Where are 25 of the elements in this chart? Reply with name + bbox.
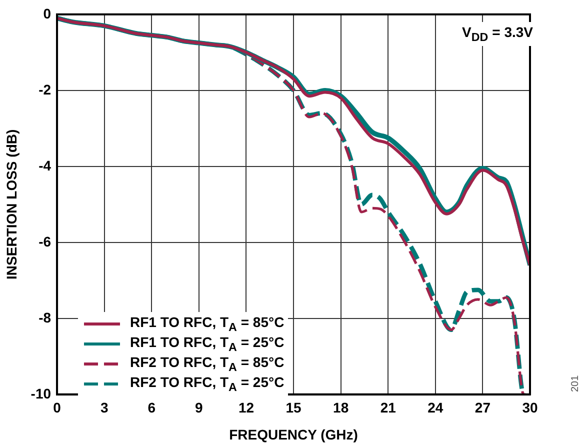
- x-tick-label: 24: [428, 400, 444, 416]
- legend-label: RF1 TO RFC, T$_{A}$ = 85°C: [130, 314, 284, 334]
- annotation: V$_{DD}$ = 3.3V: [456, 22, 539, 46]
- y-tick-label: -10: [30, 385, 52, 402]
- x-tick-label: 30: [522, 400, 538, 416]
- x-tick-label: 0: [53, 400, 62, 416]
- x-tick-label: 15: [286, 400, 302, 416]
- x-tick-label: 27: [474, 400, 491, 416]
- y-tick-label: -6: [38, 233, 52, 250]
- legend-label: RF2 TO RFC, T$_{A}$ = 85°C: [130, 354, 284, 374]
- x-axis-title: FREQUENCY (GHz): [229, 426, 358, 442]
- y-tick-label: -8: [38, 309, 52, 326]
- y-tick-label: -4: [38, 157, 52, 174]
- x-tick-label: 18: [333, 400, 349, 416]
- legend-label: RF1 TO RFC, T$_{A}$ = 25°C: [130, 334, 284, 354]
- legend-label: RF2 TO RFC, T$_{A}$ = 25°C: [130, 374, 284, 394]
- x-tick-label: 3: [100, 400, 108, 416]
- y-axis-title: INSERTION LOSS (dB): [3, 129, 20, 280]
- x-tick-label: 12: [238, 400, 254, 416]
- x-tick-label: 21: [380, 400, 396, 416]
- x-tick-label: 6: [148, 400, 156, 416]
- y-tick-label: 0: [43, 5, 52, 22]
- x-tick-label: 9: [195, 400, 204, 416]
- y-tick-label: -2: [38, 81, 52, 98]
- text: 201: [570, 375, 581, 392]
